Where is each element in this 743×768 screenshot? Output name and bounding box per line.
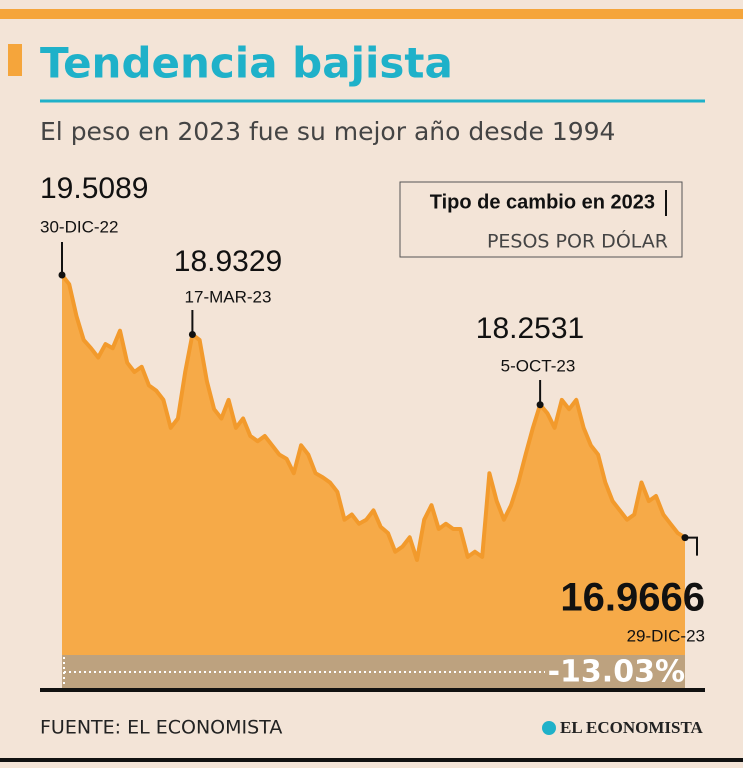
legend-subtitle: PESOS POR DÓLAR <box>487 229 668 253</box>
annotation-point <box>536 401 544 409</box>
line <box>60 273 687 562</box>
annotation-point <box>681 534 689 542</box>
annotation-date: 30-DIC-22 <box>40 217 118 236</box>
area <box>62 275 685 655</box>
annotation-value: 18.9329 <box>174 245 282 278</box>
subtitle: El peso en 2023 fue su mejor año desde 1… <box>40 117 615 146</box>
annotation-date: 29-DIC-23 <box>627 626 705 645</box>
legend-title: Tipo de cambio en 2023 <box>430 191 655 213</box>
change-label: -13.03% <box>548 655 685 690</box>
annotation-point <box>58 271 66 279</box>
annotation-value: 16.9666 <box>560 576 705 620</box>
annotation-value: 19.5089 <box>40 172 148 205</box>
legend-box <box>399 181 683 258</box>
annotation-leader <box>685 536 698 556</box>
logo-icon <box>542 721 556 735</box>
annotation-date: 5-OCT-23 <box>501 356 576 375</box>
annotation-date: 17-MAR-23 <box>185 287 272 306</box>
logo: EL ECONOMISTA <box>560 718 704 737</box>
title-accent <box>8 44 22 76</box>
plot: -13.03% 19.5089 30-DIC-22 18.9329 17-MAR-23 1… <box>40 172 705 690</box>
chart-title: Tendencia bajista <box>40 39 453 88</box>
annotation-point <box>188 331 196 339</box>
source: FUENTE: EL ECONOMISTA <box>40 717 282 739</box>
annotation-value: 18.2531 <box>476 312 584 345</box>
top-bar <box>0 9 743 19</box>
